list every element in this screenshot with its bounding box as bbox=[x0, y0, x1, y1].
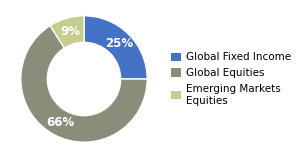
Wedge shape bbox=[50, 16, 84, 48]
Text: 9%: 9% bbox=[60, 24, 80, 38]
Text: 66%: 66% bbox=[46, 116, 74, 129]
Legend: Global Fixed Income, Global Equities, Emerging Markets
Equities: Global Fixed Income, Global Equities, Em… bbox=[171, 52, 291, 106]
Wedge shape bbox=[21, 26, 147, 142]
Text: 25%: 25% bbox=[105, 37, 134, 50]
Wedge shape bbox=[84, 16, 147, 79]
